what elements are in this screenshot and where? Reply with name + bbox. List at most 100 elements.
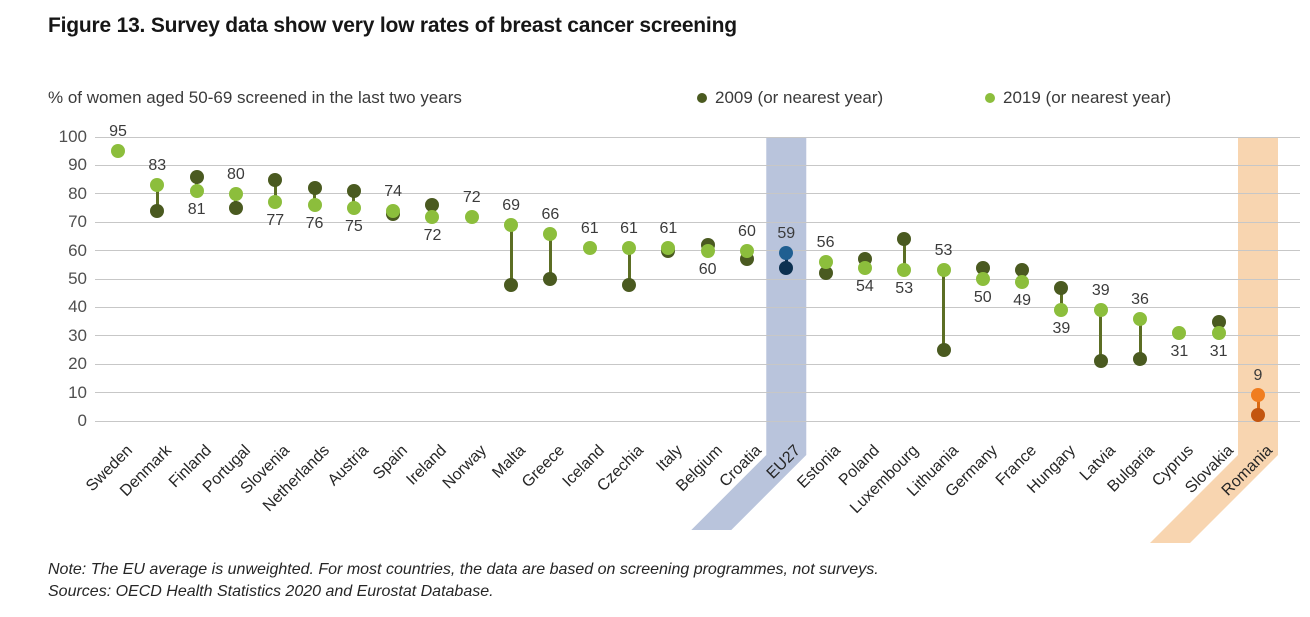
gridline-60	[95, 250, 1300, 252]
value-label-finland: 81	[187, 200, 206, 218]
connector-romania	[1256, 395, 1260, 416]
dot-2019-latvia	[1093, 303, 1108, 318]
value-label-eu27: 59	[777, 225, 796, 243]
value-label-lithuania: 53	[934, 242, 953, 260]
value-label-czechia: 61	[620, 219, 638, 237]
value-label-poland: 54	[855, 277, 874, 295]
dot-2009-france	[1015, 263, 1030, 278]
dot-2019-austria	[346, 201, 361, 215]
note-text: Note: The EU average is unweighted. For …	[48, 561, 879, 578]
value-label-denmark: 83	[148, 157, 167, 175]
dot-2019-germany	[975, 272, 990, 286]
dot-2019-malta	[504, 218, 519, 233]
y-tick-label-80: 80	[68, 183, 87, 203]
value-label-croatia: 60	[738, 222, 756, 240]
connector-portugal	[234, 193, 238, 208]
value-label-france: 49	[1013, 291, 1032, 309]
value-label-estonia: 56	[816, 233, 835, 251]
y-tick-label-40: 40	[68, 297, 87, 317]
connector-denmark	[155, 185, 159, 211]
connector-eu27	[784, 253, 788, 268]
gridline-0	[95, 420, 1300, 422]
y-tick-label-70: 70	[68, 212, 87, 232]
dot-2019-czechia	[622, 240, 637, 255]
dot-2009-romania	[1251, 408, 1265, 423]
dot-2009-luxembourg	[897, 232, 912, 247]
dot-2019-croatia	[739, 243, 754, 258]
band-eu27	[691, 137, 807, 530]
value-label-sweden: 95	[109, 123, 127, 141]
gridline-30	[95, 335, 1300, 337]
legend-item-2009: 2009 (or nearest year)	[697, 88, 883, 108]
dot-2019-slovenia	[268, 195, 283, 210]
y-tick-label-20: 20	[68, 354, 87, 374]
connector-netherlands	[313, 188, 317, 206]
dot-2019-greece	[543, 226, 558, 241]
y-tick-label-100: 100	[58, 127, 87, 146]
dot-2019-lithuania	[936, 263, 951, 278]
gridline-20	[95, 363, 1300, 365]
dot-2019-finland	[189, 183, 204, 198]
figure-title: Figure 13. Survey data show very low rat…	[48, 14, 737, 37]
dot-2009-estonia	[818, 266, 833, 281]
connector-luxembourg	[902, 239, 906, 271]
dot-2019-norway	[464, 209, 479, 224]
dot-2009-denmark	[150, 203, 165, 218]
value-label-luxembourg: 53	[895, 280, 914, 298]
dot-2019-belgium	[700, 243, 715, 258]
legend-dot-2009-icon	[697, 93, 707, 103]
figure-footnotes: Note: The EU average is unweighted. For …	[48, 559, 879, 603]
band-romania	[1150, 137, 1278, 543]
dot-2009-germany	[975, 260, 990, 275]
dot-2019-cyprus	[1172, 325, 1187, 340]
connector-austria	[352, 190, 356, 208]
dot-2009-lithuania	[936, 343, 951, 357]
dot-2019-eu27	[779, 246, 794, 261]
dot-2019-iceland	[582, 240, 597, 255]
y-tick-label-60: 60	[68, 240, 87, 260]
connector-bulgaria	[1138, 318, 1142, 359]
dot-2009-portugal	[228, 201, 243, 215]
dot-2019-france	[1015, 274, 1030, 289]
y-tick-label-90: 90	[68, 155, 87, 175]
value-label-cyprus: 31	[1170, 342, 1189, 360]
value-label-slovakia: 31	[1209, 342, 1228, 360]
gridline-50	[95, 278, 1300, 280]
dot-2009-austria	[346, 183, 361, 198]
legend-label-2009: 2009 (or nearest year)	[715, 88, 884, 107]
gridline-80	[95, 193, 1300, 195]
value-label-portugal: 80	[227, 165, 245, 183]
dot-2009-hungary	[1054, 280, 1069, 295]
dot-2009-greece	[543, 272, 558, 286]
dot-2019-slovakia	[1211, 325, 1226, 340]
legend-label-2019: 2019 (or nearest year)	[1003, 88, 1172, 107]
value-label-norway: 72	[462, 188, 481, 206]
dot-2009-czechia	[622, 277, 637, 292]
axis-unit-label: % of women aged 50-69 screened in the la…	[48, 88, 462, 107]
connector-czechia	[627, 247, 631, 285]
value-label-slovenia: 77	[266, 212, 285, 230]
value-label-bulgaria: 36	[1131, 290, 1149, 308]
value-label-austria: 75	[344, 218, 363, 235]
dot-2019-spain	[386, 203, 401, 218]
y-tick-label-30: 30	[68, 325, 87, 345]
gridline-10	[95, 392, 1300, 394]
y-tick-label-0: 0	[77, 411, 87, 430]
dot-2019-italy	[661, 240, 676, 255]
value-label-iceland: 61	[580, 219, 599, 237]
dot-2009-latvia	[1093, 354, 1108, 369]
dot-2019-portugal	[228, 186, 243, 201]
gridline-100	[95, 136, 1300, 138]
legend-dot-2019-icon	[985, 93, 995, 103]
connector-greece	[548, 233, 552, 279]
dot-2019-denmark	[150, 178, 165, 193]
y-tick-label-10: 10	[68, 382, 87, 402]
gridline-40	[95, 306, 1300, 308]
value-label-greece: 66	[541, 205, 560, 223]
dot-2019-poland	[857, 260, 872, 275]
dot-2009-slovakia	[1211, 314, 1226, 329]
value-label-ireland: 72	[423, 226, 442, 244]
